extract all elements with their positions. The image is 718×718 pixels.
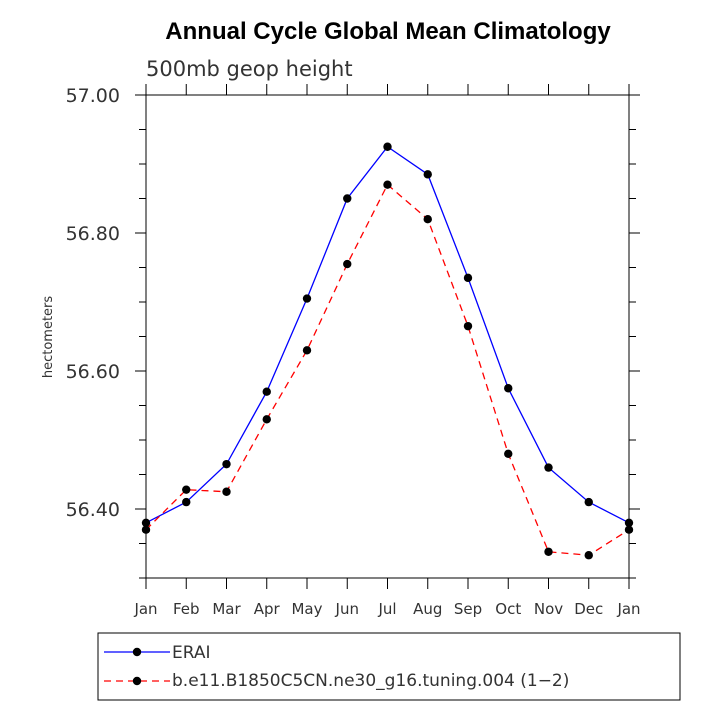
x-tick-label: Oct (495, 600, 521, 618)
data-point (504, 449, 513, 458)
data-point (463, 273, 473, 283)
y-axis-label: hectometers (41, 296, 56, 379)
data-point (423, 170, 432, 179)
legend-entry-erai: ERAI (104, 643, 211, 663)
data-point (222, 459, 231, 469)
x-tick-label: Jan (616, 600, 640, 618)
series-layer (141, 142, 634, 560)
x-tick-label: Mar (212, 600, 241, 618)
legend-label-erai: ERAI (172, 643, 211, 663)
legend-marker-erai (132, 647, 142, 657)
data-point (141, 525, 151, 534)
series-line-0 (145, 145, 630, 524)
series-line-1 (145, 183, 630, 556)
data-point (343, 259, 352, 269)
y-tick-label: 56.80 (66, 223, 120, 245)
data-point (624, 525, 634, 534)
x-tick-labels: Jan Feb Mar Apr May Jun Jul Aug Sep Oct Nov Dec Jan (133, 600, 640, 618)
data-point (584, 551, 593, 560)
data-point (222, 487, 231, 496)
data-point (463, 321, 473, 331)
axis-ticks (135, 84, 640, 589)
data-point (544, 463, 553, 472)
x-tick-label: Feb (173, 600, 200, 618)
data-point (141, 518, 151, 527)
data-point (383, 142, 392, 151)
y-tick-label: 56.60 (66, 361, 120, 383)
x-tick-label: Jan (133, 600, 157, 618)
data-point (504, 384, 513, 393)
data-point (262, 415, 271, 424)
data-point (624, 518, 634, 527)
chart-title: Annual Cycle Global Mean Climatology (165, 18, 611, 45)
y-tick-label: 57.00 (66, 85, 120, 107)
y-tick-label: 56.40 (66, 499, 120, 521)
plot-frame (145, 94, 630, 579)
data-point (182, 497, 191, 507)
data-point (302, 294, 312, 303)
data-point (383, 180, 392, 189)
data-point (584, 497, 593, 507)
data-point (262, 387, 271, 396)
data-point (182, 485, 191, 494)
x-tick-label: Dec (574, 600, 603, 618)
legend-box (97, 632, 681, 701)
legend-label-model: b.e11.B1850C5CN.ne30_g16.tuning.004 (1−2… (172, 671, 569, 691)
x-tick-label: Nov (534, 600, 563, 618)
data-point (423, 215, 432, 224)
legend-entry-model: b.e11.B1850C5CN.ne30_g16.tuning.004 (1−2… (104, 671, 569, 691)
x-tick-label: Aug (413, 600, 442, 618)
legend-marker-model (132, 676, 142, 686)
x-tick-label: Apr (254, 600, 281, 618)
chart-subtitle: 500mb geop height (146, 57, 353, 81)
data-point (544, 547, 553, 556)
x-tick-label: Jul (377, 600, 396, 618)
data-point (343, 194, 352, 203)
y-tick-labels: 56.40 56.60 56.80 57.00 (66, 85, 120, 521)
x-tick-label: May (291, 600, 322, 618)
x-tick-label: Sep (454, 600, 482, 618)
data-point (302, 346, 312, 355)
x-tick-label: Jun (335, 600, 359, 618)
